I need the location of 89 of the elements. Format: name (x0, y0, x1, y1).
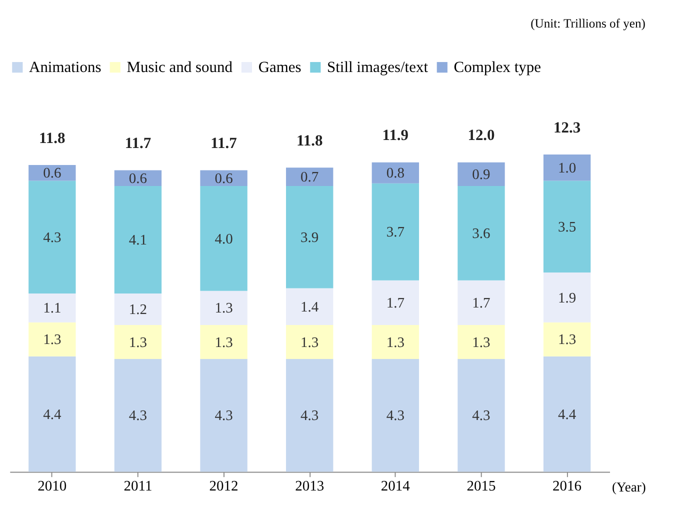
data-label: 1.2 (128, 302, 148, 318)
legend-label: Music and sound (126, 59, 233, 76)
data-label: 3.5 (558, 219, 576, 236)
bar (458, 280, 505, 325)
data-label: 0.9 (472, 167, 490, 184)
bar (200, 290, 248, 325)
legend-label: Still images/text (327, 59, 429, 76)
data-label: 4.3 (214, 408, 233, 424)
x-tick-label: 2012 (209, 478, 238, 495)
x-tick-label: 2013 (295, 478, 324, 495)
bar (114, 293, 162, 325)
x-axis-title: (Year) (612, 480, 646, 495)
data-label: 3.9 (300, 230, 319, 246)
data-label: 1.1 (43, 300, 62, 317)
total-label: 12.0 (468, 127, 496, 144)
data-label: 0.6 (43, 166, 62, 182)
data-label: 4.3 (386, 408, 404, 424)
data-label: 1.3 (43, 332, 62, 348)
data-label: 1.3 (472, 334, 490, 351)
data-label: 0.6 (214, 170, 233, 187)
data-label: 1.3 (300, 334, 319, 351)
legend-label: Animations (29, 59, 102, 76)
bar (458, 162, 505, 186)
x-tick-label: 2010 (38, 478, 67, 495)
total-label: 11.7 (124, 135, 152, 152)
bar (200, 324, 248, 360)
bar (458, 186, 505, 280)
bar (543, 356, 591, 472)
data-label: 4.3 (43, 230, 62, 246)
bar (458, 359, 505, 472)
bar (286, 324, 334, 360)
data-label: 4.0 (214, 231, 233, 248)
bar (28, 356, 76, 472)
data-label: 1.3 (214, 300, 233, 317)
data-label: 4.3 (472, 408, 490, 424)
bar (543, 180, 591, 273)
bar (28, 165, 76, 181)
bar (28, 322, 76, 356)
total-label: 12.3 (554, 119, 581, 136)
total-label: 11.7 (210, 135, 238, 152)
data-label: 4.4 (558, 406, 577, 423)
bar (372, 162, 420, 184)
total-label: 11.8 (296, 132, 323, 150)
bar (286, 288, 334, 325)
bar (372, 324, 420, 360)
x-tick-label: 2014 (380, 478, 411, 495)
bar (200, 359, 248, 472)
x-tick-label: 2016 (552, 478, 582, 495)
legend-label: Complex type (454, 59, 542, 76)
bar (286, 168, 334, 186)
data-label: 4.1 (128, 232, 148, 249)
data-label: 1.0 (558, 160, 576, 176)
data-label: 0.6 (128, 170, 148, 187)
bar (286, 186, 334, 288)
bar (28, 180, 76, 294)
data-label: 1.9 (558, 290, 576, 306)
bar (28, 293, 76, 322)
data-label: 1.4 (300, 299, 320, 316)
bar (114, 324, 162, 360)
bar (372, 183, 420, 280)
data-label: 0.7 (300, 170, 319, 186)
bar (458, 324, 505, 360)
data-label: 1.3 (386, 334, 404, 351)
data-label: 1.7 (386, 296, 404, 312)
data-label: 3.6 (472, 226, 490, 242)
bar (372, 280, 420, 325)
x-tick-label: 2011 (124, 478, 152, 495)
data-label: 1.3 (558, 332, 576, 348)
data-label: 3.7 (386, 224, 404, 241)
bar (286, 359, 334, 472)
total-label: 11.9 (382, 127, 409, 144)
data-label: 4.3 (128, 408, 148, 424)
bar (543, 322, 591, 356)
legend-label: Games (258, 59, 302, 76)
bar (200, 186, 248, 291)
bar (372, 359, 420, 472)
data-label: 4.4 (43, 406, 62, 423)
total-label: 11.8 (39, 130, 66, 147)
text: (Unit: Trillions of yen) (530, 16, 646, 31)
data-label: 4.3 (300, 408, 319, 424)
data-label: 1.7 (472, 296, 490, 312)
bar (543, 154, 591, 181)
bar (114, 359, 162, 472)
data-label: 0.8 (386, 166, 404, 182)
x-tick-label: 2015 (466, 478, 496, 495)
data-label: 1.3 (128, 334, 148, 351)
data-label: 1.3 (214, 334, 233, 351)
bar (114, 186, 162, 294)
bar (543, 272, 591, 322)
